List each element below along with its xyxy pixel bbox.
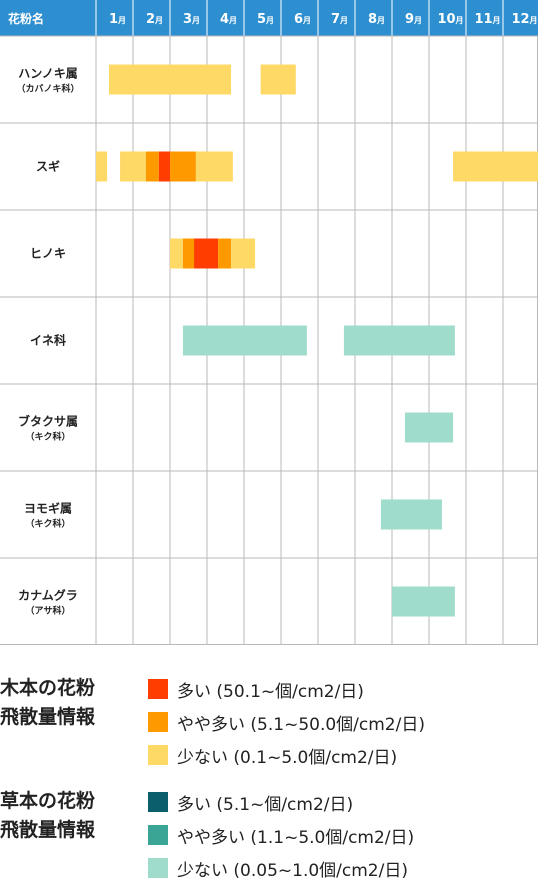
bar-segment bbox=[380, 499, 442, 530]
bar-segment bbox=[170, 238, 183, 269]
swatch-tree-mid bbox=[148, 712, 168, 732]
legend-title-tree-line2: 飛散量情報 bbox=[0, 706, 96, 728]
legend-item-grass-high: 多い (5.1~個/cm2/日) bbox=[148, 787, 353, 817]
legend-title-tree: 木本の花粉 飛散量情報 bbox=[0, 674, 130, 732]
month-label-12: 12月 bbox=[511, 12, 537, 27]
legend-item-tree-high: 多い (50.1~個/cm2/日) bbox=[148, 674, 364, 704]
bar-segment bbox=[120, 151, 146, 182]
month-label-3: 3月 bbox=[183, 12, 200, 27]
row-sublabel-5: （キク科） bbox=[25, 518, 70, 530]
row-label-5: ヨモギ属 bbox=[24, 501, 72, 516]
row-sublabel-0: （カバノキ科） bbox=[16, 83, 79, 95]
legend: 木本の花粉 飛散量情報 多い (50.1~個/cm2/日) やや多い (5.1~… bbox=[0, 670, 542, 885]
month-label-5: 5月 bbox=[257, 12, 274, 27]
row-label-6: カナムグラ bbox=[18, 588, 78, 603]
row-label-2: ヒノキ bbox=[30, 247, 66, 261]
month-label-10: 10月 bbox=[437, 12, 463, 27]
legend-title-grass: 草本の花粉 飛散量情報 bbox=[0, 787, 130, 845]
row-sublabel-4: （キク科） bbox=[25, 431, 70, 443]
row-label-4: ブタクサ属 bbox=[18, 414, 78, 429]
swatch-tree-high bbox=[148, 679, 168, 699]
legend-title-tree-line1: 木本の花粉 bbox=[0, 677, 96, 699]
bar-segment bbox=[182, 325, 307, 356]
legend-text-tree-low: 少ない (0.1~5.0個/cm2/日) bbox=[177, 747, 398, 768]
month-label-4: 4月 bbox=[220, 12, 237, 27]
bar-segment bbox=[96, 151, 108, 182]
month-label-9: 9月 bbox=[405, 12, 422, 27]
swatch-grass-high bbox=[148, 792, 168, 812]
legend-text-tree-mid: やや多い (5.1~50.0個/cm2/日) bbox=[177, 714, 425, 735]
legend-title-grass-line2: 飛散量情報 bbox=[0, 819, 96, 841]
header-label: 花粉名 bbox=[8, 11, 44, 26]
legend-title-grass-line1: 草本の花粉 bbox=[0, 790, 96, 812]
month-label-11: 11月 bbox=[474, 12, 500, 27]
legend-group-tree: 木本の花粉 飛散量情報 多い (50.1~個/cm2/日) やや多い (5.1~… bbox=[0, 670, 542, 768]
bar-segment bbox=[343, 325, 455, 356]
legend-item-grass-low: 少ない (0.05~1.0個/cm2/日) bbox=[148, 853, 408, 883]
bar-segment bbox=[260, 64, 296, 95]
row-sublabel-6: （アサ科） bbox=[25, 605, 70, 617]
bar-segment bbox=[182, 238, 195, 269]
month-label-1: 1月 bbox=[109, 12, 126, 27]
bar-segment bbox=[158, 151, 170, 182]
legend-item-grass-mid: やや多い (1.1~5.0個/cm2/日) bbox=[148, 820, 414, 850]
bar-segment bbox=[145, 151, 159, 182]
bar-segment bbox=[392, 586, 455, 617]
legend-text-grass-high: 多い (5.1~個/cm2/日) bbox=[177, 794, 354, 815]
legend-item-tree-low: 少ない (0.1~5.0個/cm2/日) bbox=[148, 740, 397, 770]
bar-segment bbox=[231, 238, 256, 269]
swatch-tree-low bbox=[148, 745, 168, 765]
bar-segment bbox=[170, 151, 196, 182]
month-label-7: 7月 bbox=[331, 12, 348, 27]
swatch-grass-low bbox=[148, 858, 168, 878]
month-label-6: 6月 bbox=[294, 12, 311, 27]
bar-segment bbox=[404, 412, 454, 443]
bar-segment bbox=[453, 151, 538, 182]
bar-segment bbox=[218, 238, 232, 269]
legend-text-grass-low: 少ない (0.05~1.0個/cm2/日) bbox=[177, 860, 408, 881]
header-bar bbox=[0, 0, 538, 36]
legend-group-grass: 草本の花粉 飛散量情報 多い (5.1~個/cm2/日) やや多い (1.1~5… bbox=[0, 783, 542, 881]
row-label-3: イネ科 bbox=[30, 333, 66, 348]
legend-text-tree-high: 多い (50.1~個/cm2/日) bbox=[177, 681, 364, 702]
month-label-2: 2月 bbox=[146, 12, 163, 27]
bar-segment bbox=[195, 151, 233, 182]
legend-item-tree-mid: やや多い (5.1~50.0個/cm2/日) bbox=[148, 707, 425, 737]
row-label-0: ハンノキ属 bbox=[18, 67, 77, 81]
row-label-1: スギ bbox=[36, 159, 60, 174]
month-label-8: 8月 bbox=[368, 12, 385, 27]
bar-segment bbox=[108, 64, 232, 95]
legend-text-grass-mid: やや多い (1.1~5.0個/cm2/日) bbox=[177, 827, 415, 848]
swatch-grass-mid bbox=[148, 825, 168, 845]
bar-segment bbox=[194, 238, 219, 269]
